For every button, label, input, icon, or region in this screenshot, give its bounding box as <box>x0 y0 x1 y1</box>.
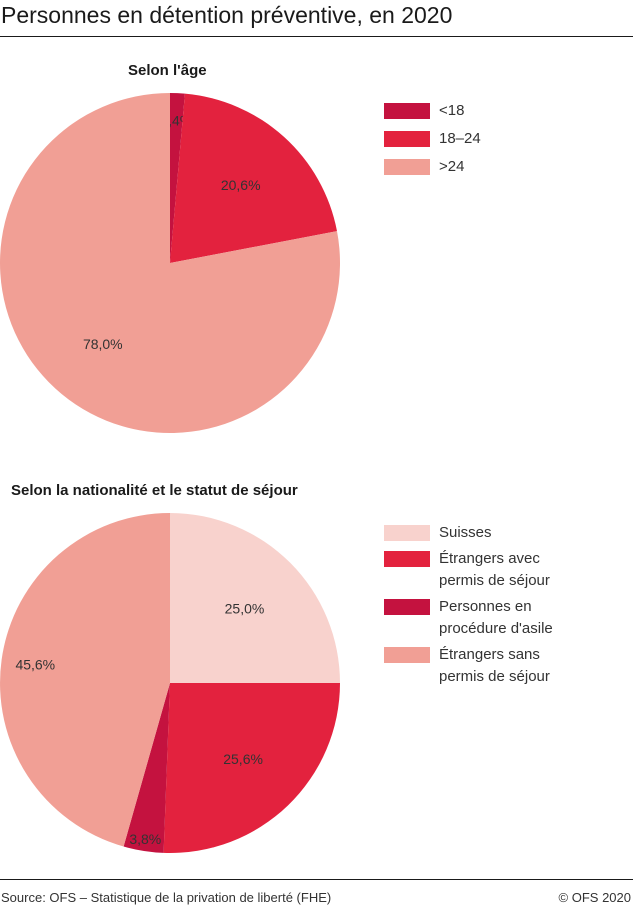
legend-item-suisses: Suisses <box>384 522 553 544</box>
legend-label: Étrangers sans <box>439 646 540 663</box>
source-note: Source: OFS – Statistique de la privatio… <box>1 890 332 905</box>
legend-label: >24 <box>439 158 465 175</box>
chart-age-title: Selon l'âge <box>128 62 207 79</box>
legend-label: permis de séjour <box>439 668 550 685</box>
footer-divider <box>0 879 633 880</box>
legend-swatch <box>384 551 430 567</box>
legend-label: procédure d'asile <box>439 620 553 637</box>
legend-label: Personnes en <box>439 598 532 615</box>
slice-label-etrangers-sans-permis-de-sejour: 45,6% <box>15 656 55 672</box>
slice-label-personnes-en-procedure-d-asile: 3,8% <box>129 831 161 847</box>
legend-nationality: Suisses Étrangers avec permis de séjour Per… <box>384 522 553 692</box>
pie-slice-suisses <box>170 513 340 683</box>
legend-age: <18 18–24 >24 <box>384 100 481 184</box>
page-title: Personnes en détention préventive, en 20… <box>1 2 453 28</box>
legend-swatch <box>384 647 430 663</box>
slice-label-24: 78,0% <box>83 336 123 352</box>
legend-label: permis de séjour <box>439 572 550 589</box>
legend-swatch <box>384 159 430 175</box>
legend-swatch <box>384 525 430 541</box>
pie-slice-18 <box>170 93 185 263</box>
legend-item-24: >24 <box>384 156 481 178</box>
legend-item-etrangers-sans-permis-de-sejour: Étrangers sans permis de séjour <box>384 644 553 688</box>
legend-label: 18–24 <box>439 130 481 147</box>
legend-item-18: <18 <box>384 100 481 122</box>
pie-slice-etrangers-avec-permis-de-sejour <box>163 683 340 854</box>
slice-label-18-24: 20,6% <box>221 177 261 193</box>
pie-slice-24 <box>0 93 341 433</box>
slice-label-suisses: 25,0% <box>225 601 265 617</box>
legend-swatch <box>384 103 430 119</box>
legend-swatch <box>384 599 430 615</box>
legend-item-etrangers-avec-permis-de-sejour: Étrangers avec permis de séjour <box>384 548 553 592</box>
legend-label: Suisses <box>439 524 492 541</box>
legend-label: <18 <box>439 102 465 119</box>
chart-nationality-title: Selon la nationalité et le statut de séj… <box>11 482 298 499</box>
pie-slice-etrangers-sans-permis-de-sejour <box>0 513 171 847</box>
legend-item-18-24: 18–24 <box>384 128 481 150</box>
title-divider <box>0 36 633 37</box>
pie-slice-personnes-en-procedure-d-asile <box>123 683 170 853</box>
legend-item-personnes-en-procedure-d-asile: Personnes en procédure d'asile <box>384 596 553 640</box>
legend-label: Étrangers avec <box>439 550 540 567</box>
slice-label-etrangers-avec-permis-de-sejour: 25,6% <box>223 751 263 767</box>
pie-chart-age: 1,4%20,6%78,0% <box>0 93 341 433</box>
pie-chart-nationality: 25,0% 25,6% 3,8% 45,6% <box>0 513 340 854</box>
pie-slice-18-24 <box>170 93 337 263</box>
legend-swatch <box>384 131 430 147</box>
copyright-note: © OFS 2020 <box>558 890 631 905</box>
